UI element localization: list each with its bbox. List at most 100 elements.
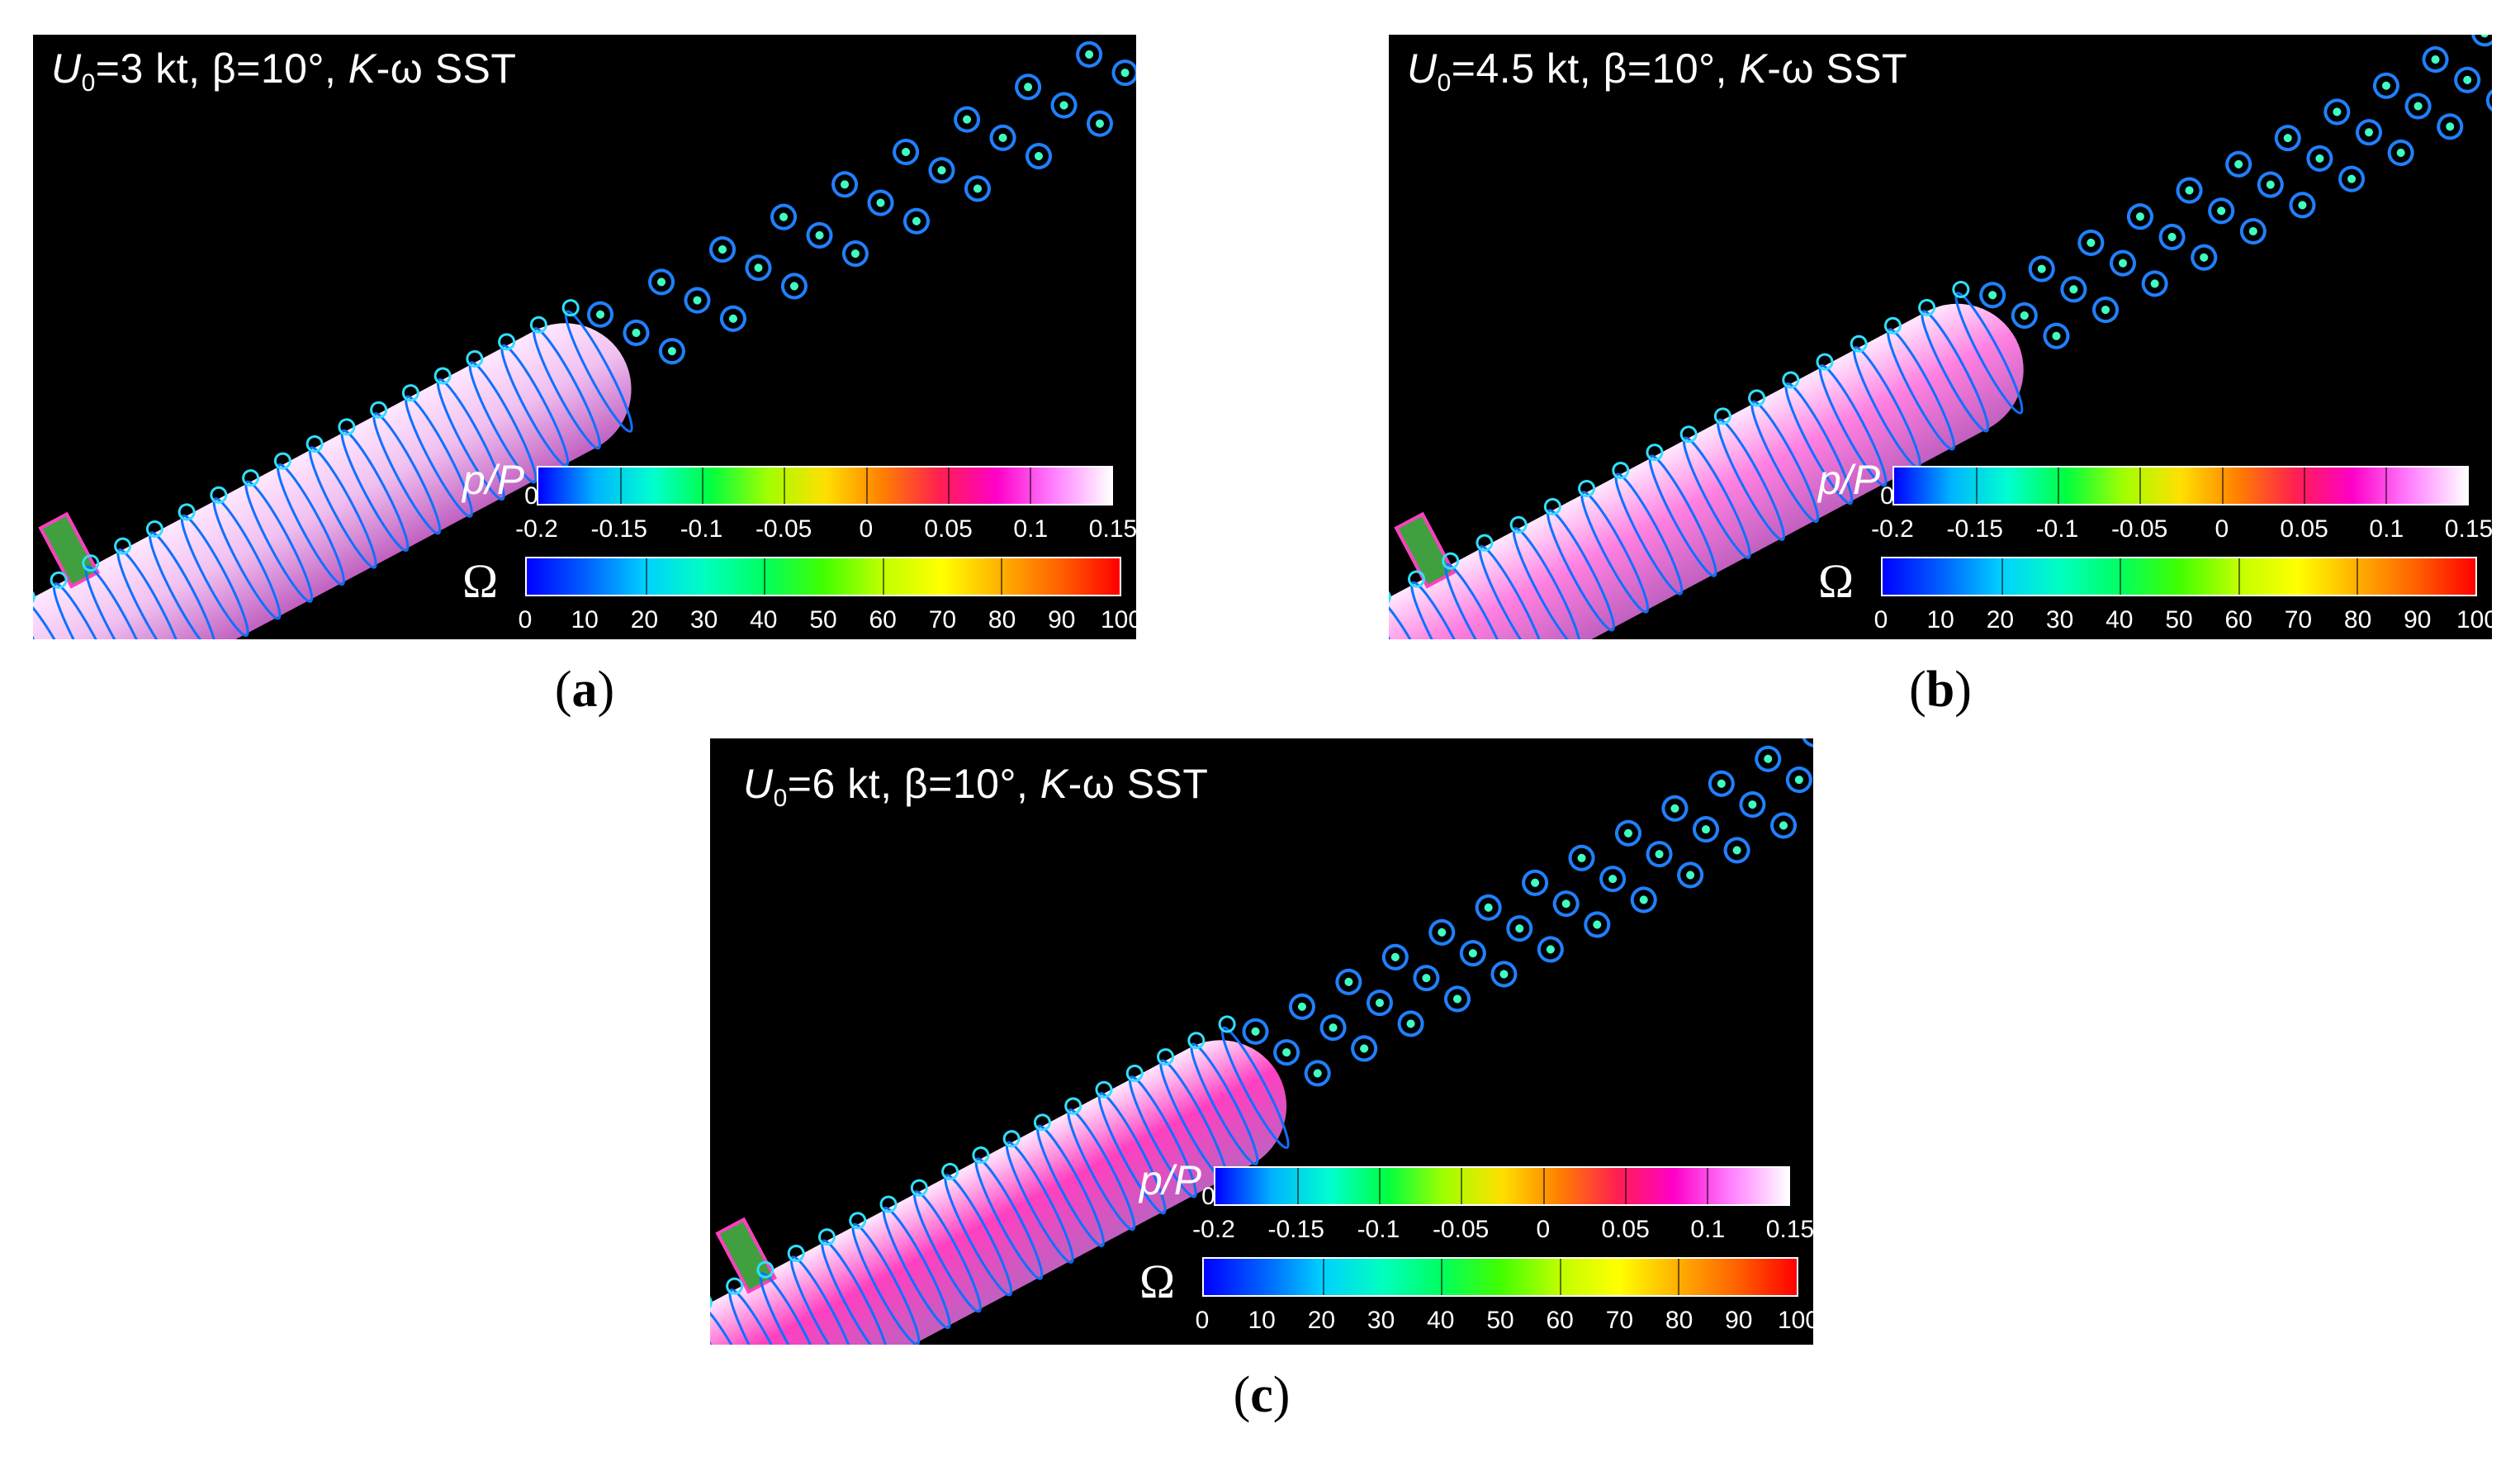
wake-vortex (806, 221, 833, 249)
omega-colorbar (525, 557, 1121, 596)
vortex-core (33, 588, 36, 606)
wake-vortex-core (815, 230, 824, 240)
wake-vortex-core (2119, 259, 2128, 268)
tick-label: -0.2 (515, 515, 558, 543)
wake-vortex-core (902, 147, 911, 156)
wake-vortex (1506, 915, 1533, 942)
wake-vortex-core (632, 328, 641, 337)
colorbar-tick-line (2058, 467, 2060, 504)
wake-vortex (2176, 177, 2203, 204)
wake-vortex-core (1561, 899, 1570, 909)
tick-label: -0.15 (1946, 515, 2003, 543)
wake-vortex (2110, 249, 2137, 277)
submarine-model (1389, 35, 2492, 639)
wake-vortex-core (1059, 101, 1068, 110)
wake-vortex-core (2234, 159, 2243, 168)
vortex-ring (1512, 527, 1581, 639)
vortex-ring (1682, 436, 1751, 559)
vortex-ring (340, 429, 410, 552)
simulation-image-a (33, 40, 1136, 639)
model-rest: -ω SST (376, 45, 517, 92)
wake-vortex (623, 319, 650, 346)
wake-vortex (2471, 35, 2492, 47)
wake-vortex (902, 207, 930, 235)
vortex-core (1095, 1080, 1113, 1099)
vortex-core (972, 1146, 990, 1165)
panel-c: U0=6 kt, β=10°, K-ω SST p/P0 -0.2 -0.15 -0… (710, 738, 1813, 1345)
colorbar-tick-line (1001, 558, 1003, 595)
wake-vortex-core (1988, 291, 1997, 300)
wake-vortex-core (2333, 107, 2342, 116)
flow-conditions: =4.5 kt, β=10°, (1451, 45, 1728, 92)
wake-vortex-core (1468, 949, 1477, 958)
wake-vortex-core (1120, 69, 1130, 78)
wake-vortex (2077, 229, 2105, 256)
vortex-core (114, 537, 132, 555)
vortex-core (466, 349, 484, 368)
colorbar-tick-line (2238, 558, 2240, 595)
vortex-core (82, 554, 100, 572)
vortex-core (498, 333, 516, 351)
colorbar-tick-line (1297, 1168, 1300, 1204)
wake-vortex (2225, 150, 2252, 178)
tick-label: 10 (1248, 1307, 1276, 1334)
tick-label: 40 (1427, 1307, 1455, 1334)
hull (710, 1040, 1287, 1345)
tick-label: 100 (1100, 606, 1136, 634)
colorbar-tick-line (1678, 1259, 1680, 1295)
tick-label: 60 (2224, 606, 2252, 634)
wake-vortex (770, 203, 798, 230)
vortex-ring (1478, 545, 1547, 639)
panel-title: U0=4.5 kt, β=10°, K-ω SST (1407, 45, 1907, 97)
vortex-ring (52, 582, 121, 639)
wake-vortex (587, 301, 614, 328)
panel-title: U0=3 kt, β=10°, K-ω SST (51, 45, 516, 97)
wake-vortex-core (2150, 279, 2159, 288)
pressure-ticks: -0.2 -0.15 -0.1 -0.05 0 0.05 0.1 0.15 (1192, 1216, 1813, 1249)
colorbar-tick-line (1322, 1259, 1324, 1295)
vortex-ring (1097, 1092, 1167, 1215)
flow-conditions: =3 kt, β=10°, (95, 45, 337, 92)
vortex-core (1509, 515, 1528, 534)
wake-vortex (2372, 72, 2399, 99)
wake-vortex (1050, 92, 1078, 119)
vortex-ring (1717, 418, 1785, 541)
u-symbol: U (1407, 45, 1438, 92)
wake-vortex-core (1670, 804, 1679, 813)
wake-vortex (964, 175, 991, 202)
wake-vortex-core (1732, 846, 1741, 855)
wake-vortex (893, 138, 920, 165)
vortex-ring (1005, 1141, 1074, 1264)
wake-vortex (1304, 1060, 1331, 1087)
pressure-ticks: -0.2 -0.15 -0.1 -0.05 0 0.05 0.1 0.15 (1871, 515, 2492, 548)
wake-vortex-core (2365, 128, 2374, 137)
vortex-core (210, 486, 228, 504)
colorbar-tick-line (2139, 467, 2142, 504)
vortex-core (1748, 389, 1766, 407)
colorbar-tick-line (2303, 467, 2305, 504)
tick-label: 0 (1536, 1216, 1551, 1243)
wake-vortex-core (2037, 264, 2046, 273)
vortex-core (849, 1212, 867, 1230)
wake-vortex-core (2266, 180, 2275, 189)
colorbar-tick-line (1461, 1168, 1463, 1204)
pressure-label: p/P0 (1818, 457, 1894, 510)
vortex-ring (212, 497, 282, 620)
vortex-ring (1750, 400, 1820, 524)
wake-vortex-core (2248, 227, 2257, 236)
wake-vortex-core (1313, 1069, 1322, 1078)
wake-vortex-core (2283, 134, 2292, 143)
flow-conditions: =6 kt, β=10°, (787, 761, 1029, 807)
vortex-ring (1921, 310, 1990, 433)
wake-vortex-core (2413, 102, 2423, 111)
wake-vortex (1111, 59, 1136, 87)
wake-vortex-core (1344, 977, 1353, 986)
wake-vortex (2437, 113, 2464, 140)
vortex-ring (405, 395, 473, 518)
vortex-core (1646, 444, 1664, 462)
wake-vortex (780, 273, 808, 300)
vortex-core (910, 1179, 928, 1197)
colorbar-tick-line (645, 558, 647, 595)
vortex-core (178, 503, 196, 521)
vortex-core (1850, 335, 1868, 353)
